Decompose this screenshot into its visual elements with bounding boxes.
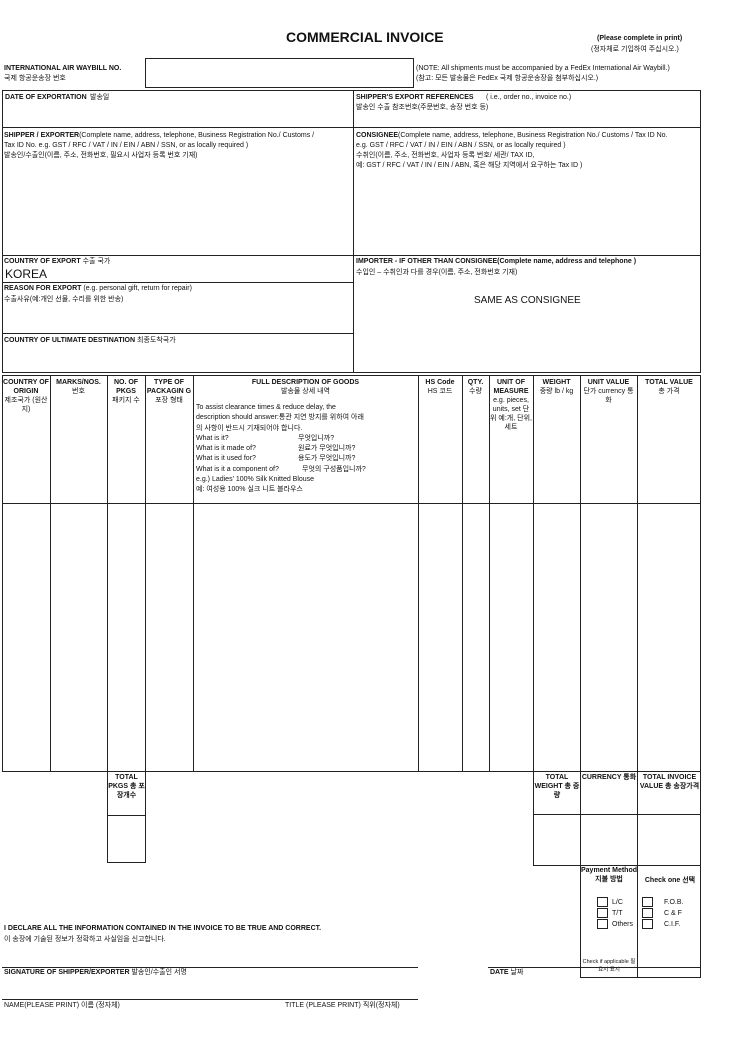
currency-label: CURRENCY 통화 — [581, 774, 637, 781]
column-divider — [418, 375, 419, 772]
waybill-note-ko: (참고: 모든 발송물은 FedEx 국제 항공운송장을 첨부하십시오.) — [416, 75, 599, 82]
print-note: (Please complete in print) — [597, 35, 683, 42]
country-of-export-field[interactable]: COUNTRY OF EXPORT 수출 국가 KOREA — [2, 255, 353, 282]
total-pkgs-label: TOTAL PKGS 총 포장개수 — [108, 774, 145, 799]
terms-option-label: C & F — [664, 910, 682, 917]
terms-checkbox[interactable] — [642, 908, 653, 918]
column-header: TOTAL VALUE 총 가격 — [645, 379, 693, 395]
shipper-label-ko: 발송인/수출인(이름, 주소, 전화번호, 필요시 사업자 등록 번호 기재) — [4, 152, 198, 159]
payment-option-label: Others — [612, 921, 634, 928]
signature-label: SIGNATURE OF SHIPPER/EXPORTER 발송인/수출인 서명 — [4, 969, 187, 976]
column-header: TYPE OF PACKAGIN G 포장 형태 — [146, 379, 192, 404]
consignee-field[interactable]: CONSIGNEE(Complete name, address, teleph… — [354, 127, 701, 255]
payment-box — [580, 865, 701, 978]
title-label: TITLE (PLEASE PRINT) 직위(정자체) — [285, 1002, 400, 1009]
consignee-label-ko-2: 예: GST / RFC / VAT / IN / EIN / ABN, 혹은 … — [356, 162, 583, 169]
column-header: FULL DESCRIPTION OF GOODS 발송물 상세 내역 — [251, 379, 360, 395]
name-label: NAME(PLEASE PRINT) 이름 (정자체) — [4, 1002, 120, 1009]
consignee-label-ko: 수취인(이름, 주소, 전화번호, 사업자 등록 번호/ 세관/ TAX ID, — [356, 152, 535, 159]
signature-line[interactable] — [2, 967, 418, 968]
terms-option-label: F.O.B. — [664, 899, 684, 906]
check-one-label: Check one 선택 — [644, 877, 696, 884]
reason-for-export-field[interactable]: REASON FOR EXPORT (e.g. personal gift, r… — [2, 282, 353, 333]
column-divider — [637, 375, 638, 772]
goods-table — [2, 375, 701, 772]
date-line[interactable] — [488, 967, 701, 968]
country-export-value: KOREA — [5, 267, 48, 281]
column-header: NO. OF PKGS 패키지 수 — [112, 379, 140, 404]
column-header: QTY. 수량 — [467, 379, 484, 395]
export-refs-label-ko: 발송인 수출 참조번호(주문번호, 송장 번호 등) — [356, 104, 489, 111]
column-divider — [489, 375, 490, 772]
page-title: COMMERCIAL INVOICE — [286, 29, 444, 45]
waybill-label-ko: 국제 항공운송장 번호 — [4, 75, 66, 82]
consignee-label: CONSIGNEE(Complete name, address, teleph… — [356, 132, 668, 139]
column-divider — [193, 375, 194, 772]
declaration-ko: 이 송장에 기술된 정보가 정확하고 사실임을 신고합니다. — [4, 936, 166, 943]
column-header: UNIT OF MEASURE e.g. pieces, units, set 단… — [490, 379, 532, 431]
print-note-ko: (정자체로 기입하여 주십시오.) — [591, 46, 679, 53]
shipper-hint: Tax ID No. e.g. GST / RFC / VAT / IN / E… — [4, 142, 249, 149]
payment-option-label: L/C — [612, 899, 623, 906]
description-help: To assist clearance times & reduce delay… — [196, 404, 366, 494]
shipper-label: SHIPPER / EXPORTER(Complete name, addres… — [4, 132, 315, 139]
waybill-label: INTERNATIONAL AIR WAYBILL NO. — [4, 65, 122, 72]
reason-label-ko: 수출사유(예:개인 선물, 수리를 위한 반송) — [4, 296, 124, 303]
total-invoice-value-label: TOTAL INVOICE VALUE 총 송장가격 — [639, 774, 700, 790]
date-label-ko: 발송일 — [90, 94, 110, 101]
payment-method-label: Payment Method 지불 방법 — [581, 867, 638, 883]
date-of-exportation-field[interactable]: DATE OF EXPORTATION 발송일 — [2, 90, 353, 127]
payment-footnote: Check if applicable 필요시 표시 — [582, 959, 636, 973]
name-title-line[interactable] — [2, 999, 418, 1000]
terms-option-label: C.I.F. — [664, 921, 681, 928]
importer-label: IMPORTER - IF OTHER THAN CONSIGNEE(Compl… — [356, 258, 637, 265]
terms-checkbox[interactable] — [642, 919, 653, 929]
reason-label: REASON FOR EXPORT (e.g. personal gift, r… — [4, 285, 192, 292]
terms-checkbox[interactable] — [642, 897, 653, 907]
shipment-details-frame — [2, 90, 701, 373]
column-header: MARKS/NOS. 번호 — [56, 379, 101, 395]
date-label-sign: DATE 날짜 — [490, 969, 524, 976]
description-question: What is it? 무엇입니까? — [196, 434, 335, 442]
export-references-field[interactable]: SHIPPER'S EXPORT REFERENCES ( i.e., orde… — [354, 90, 701, 127]
payment-checkbox[interactable] — [597, 897, 608, 907]
ultimate-destination-field[interactable]: COUNTRY OF ULTIMATE DESTINATION 최종도착국가 — [2, 333, 353, 373]
payment-checkbox[interactable] — [597, 908, 608, 918]
importer-field[interactable]: IMPORTER - IF OTHER THAN CONSIGNEE(Compl… — [354, 255, 701, 373]
payment-option-label: T/T — [612, 910, 623, 917]
column-header: WEIGHT 중량 lb / kg — [539, 379, 574, 395]
column-header: COUNTRY OF ORIGIN 제조국가 (원산지) — [3, 379, 49, 413]
column-divider — [50, 375, 51, 772]
column-header: UNIT VALUE 단가 currency 통화 — [583, 379, 634, 404]
total-pkgs-field[interactable] — [107, 771, 146, 863]
shipper-field[interactable]: SHIPPER / EXPORTER(Complete name, addres… — [2, 127, 353, 255]
waybill-note: (NOTE: All shipments must be accompanied… — [416, 65, 670, 72]
importer-value: SAME AS CONSIGNEE — [474, 295, 581, 306]
country-export-label: COUNTRY OF EXPORT 수출 국가 — [4, 258, 111, 265]
description-question: What is it made of? 원료가 무엇입니까? — [196, 445, 356, 453]
column-divider — [462, 375, 463, 772]
ultimate-dest-label: COUNTRY OF ULTIMATE DESTINATION 최종도착국가 — [4, 337, 176, 344]
declaration: I DECLARE ALL THE INFORMATION CONTAINED … — [4, 925, 322, 932]
export-refs-hint: ( i.e., order no., invoice no.) — [486, 94, 572, 101]
description-question: What is it used for? 용도가 무엇입니까? — [196, 455, 356, 463]
waybill-input[interactable] — [145, 58, 414, 88]
total-weight-label: TOTAL WEIGHT 총 중량 — [534, 774, 580, 799]
date-label: DATE OF EXPORTATION — [5, 94, 87, 101]
importer-label-ko: 수입인 – 수취인과 다를 경우(이름, 주소, 전화번호 기재) — [356, 269, 518, 276]
column-divider — [580, 375, 581, 772]
column-divider — [145, 375, 146, 772]
export-refs-label: SHIPPER'S EXPORT REFERENCES — [356, 94, 474, 101]
column-header: HS Code HS 코드 — [425, 379, 455, 395]
column-divider — [533, 375, 534, 772]
column-divider — [107, 375, 108, 772]
payment-checkbox[interactable] — [597, 919, 608, 929]
description-question: What is it a component of? 무엇의 구성품입니까? — [196, 465, 366, 473]
consignee-hint: e.g. GST / RFC / VAT / IN / EIN / ABN / … — [356, 142, 566, 149]
